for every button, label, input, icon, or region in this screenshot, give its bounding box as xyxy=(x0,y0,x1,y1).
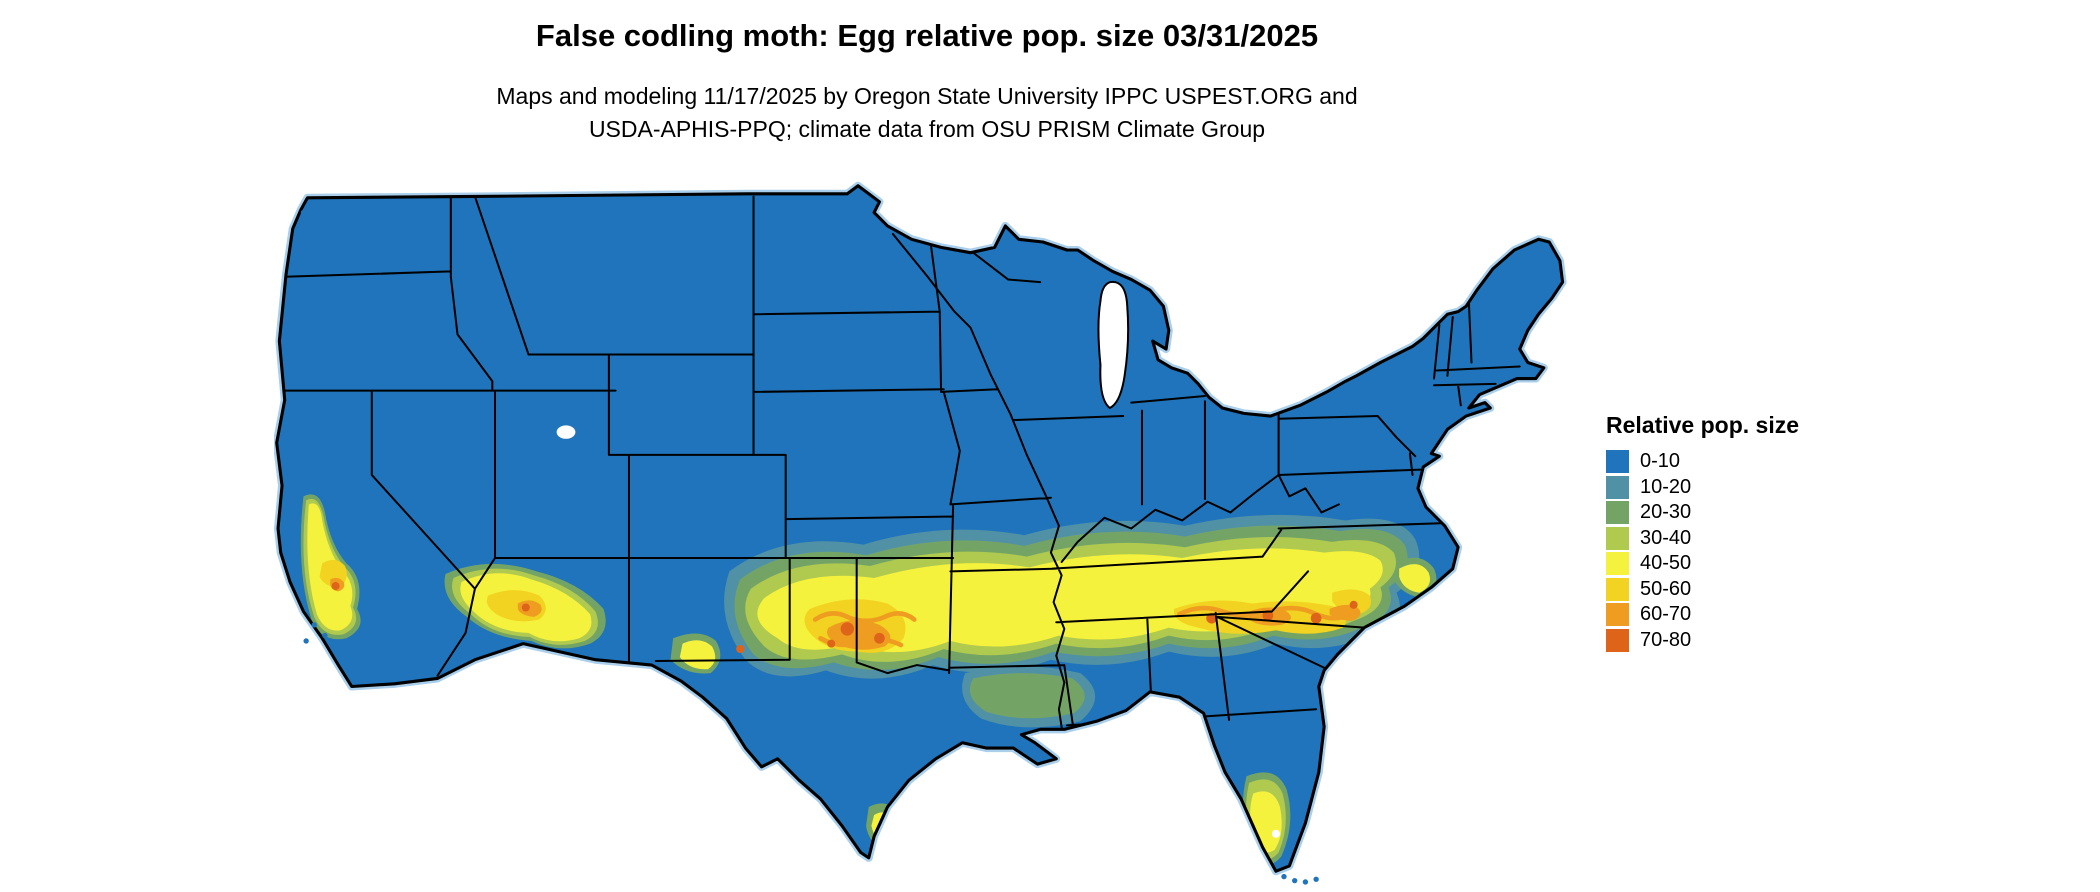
legend-item: 0-10 xyxy=(1606,450,1926,473)
legend-item: 10-20 xyxy=(1606,475,1926,499)
lake-michigan xyxy=(1097,280,1130,410)
legend-item: 20-30 xyxy=(1606,501,1926,524)
legend-swatch xyxy=(1606,475,1629,499)
overlay-70-80 xyxy=(331,582,1358,654)
legend-swatch xyxy=(1606,603,1629,626)
legend-swatch xyxy=(1606,526,1629,550)
legend-swatch xyxy=(1606,450,1629,473)
legend-label: 10-20 xyxy=(1640,475,1692,498)
legend-label: 50-60 xyxy=(1640,577,1692,600)
population-overlays xyxy=(300,494,1437,865)
great-salt-lake xyxy=(556,425,576,439)
legend-label: 40-50 xyxy=(1640,552,1692,574)
legend-label: 60-70 xyxy=(1640,603,1692,625)
map-subtitle-line1: Maps and modeling 11/17/2025 by Oregon S… xyxy=(496,83,1358,109)
legend-swatch xyxy=(1606,577,1629,601)
map-svg xyxy=(274,167,1580,885)
legend-label: 0-10 xyxy=(1640,450,1681,472)
legend-swatch xyxy=(1606,628,1629,652)
coastal-islands xyxy=(300,209,1319,885)
map-subtitle-line2: USDA-APHIS-PPQ; climate data from OSU PR… xyxy=(588,116,1266,142)
legend-label: 20-30 xyxy=(1640,501,1692,523)
us-choropleth-map xyxy=(274,167,1580,890)
legend-swatch xyxy=(1606,501,1629,524)
lake-okeechobee xyxy=(1271,829,1280,838)
legend-label: 30-40 xyxy=(1640,526,1692,549)
legend: Relative pop. size 0-10 10-20 20-30 30-40 40… xyxy=(1606,412,1926,654)
legend-item: 30-40 xyxy=(1606,526,1926,550)
legend-item: 50-60 xyxy=(1606,577,1926,601)
legend-item: 40-50 xyxy=(1606,552,1926,575)
legend-item: 70-80 xyxy=(1606,628,1926,652)
map-header: False codling moth: Egg relative pop. si… xyxy=(274,18,1580,146)
legend-label: 70-80 xyxy=(1640,628,1692,651)
legend-items: 0-10 10-20 20-30 30-40 40-50 50-60 60-70 70-80 xyxy=(1606,450,1926,652)
state-borders xyxy=(279,195,1521,760)
map-title: False codling moth: Egg relative pop. si… xyxy=(535,18,1319,53)
legend-title: Relative pop. size xyxy=(1606,412,1800,438)
legend-swatch xyxy=(1606,552,1629,575)
legend-item: 60-70 xyxy=(1606,603,1926,626)
